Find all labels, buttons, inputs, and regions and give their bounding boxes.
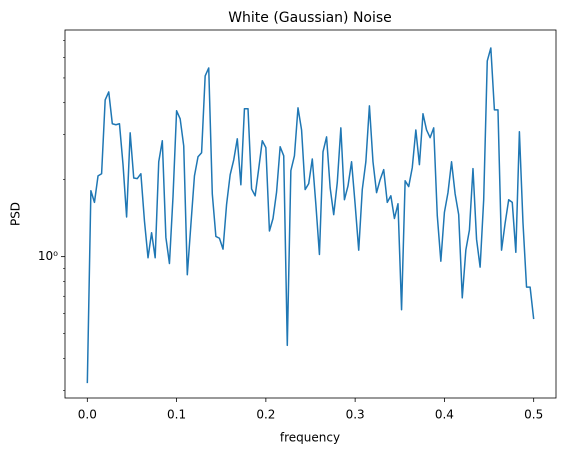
plot-frame	[64, 29, 557, 399]
x-axis-label: frequency	[280, 431, 340, 445]
data-line	[86, 47, 535, 384]
x-tick-label: 0.0	[78, 408, 97, 422]
x-tick-label: 0.4	[435, 408, 454, 422]
y-tick-label: 10⁰	[38, 249, 58, 263]
x-tick-label: 0.1	[167, 408, 186, 422]
x-tick-label: 0.5	[524, 408, 543, 422]
chart-title: White (Gaussian) Noise	[228, 10, 392, 26]
x-tick-label: 0.3	[346, 408, 365, 422]
y-axis-label: PSD	[9, 202, 23, 226]
x-tick-label: 0.2	[256, 408, 275, 422]
